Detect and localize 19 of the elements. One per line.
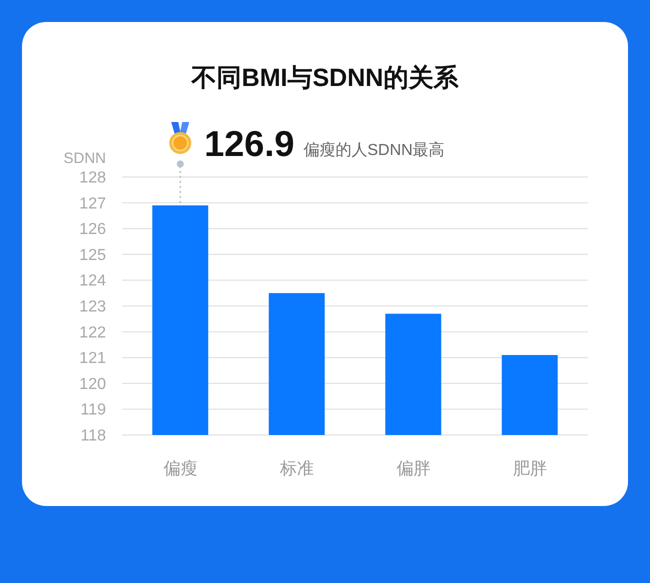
y-tick-label: 122 (79, 324, 106, 342)
x-tick-label: 偏胖 (396, 459, 430, 478)
y-tick-label: 127 (79, 195, 106, 212)
y-tick-label: 125 (79, 246, 106, 264)
y-axis-title: SDNN (63, 150, 106, 167)
x-tick-label: 偏瘦 (163, 459, 198, 478)
y-tick-label: 121 (79, 350, 106, 368)
x-tick-label: 标准 (278, 459, 314, 478)
y-tick-label: 123 (79, 298, 106, 316)
chart-title: 不同BMI与SDNN的关系 (190, 64, 460, 92)
text: 偏瘦的人SDNN最高 (303, 141, 445, 159)
y-tick-label: 128 (79, 170, 106, 186)
y-tick-label: 124 (79, 272, 106, 290)
y-tick-label: 120 (79, 376, 106, 393)
annotation: 126.9 (204, 123, 294, 164)
y-tick-label: 118 (80, 428, 106, 444)
x-tick-label: 肥胖 (512, 459, 547, 478)
y-tick-label: 126 (79, 221, 106, 238)
y-tick-label: 119 (80, 402, 106, 419)
